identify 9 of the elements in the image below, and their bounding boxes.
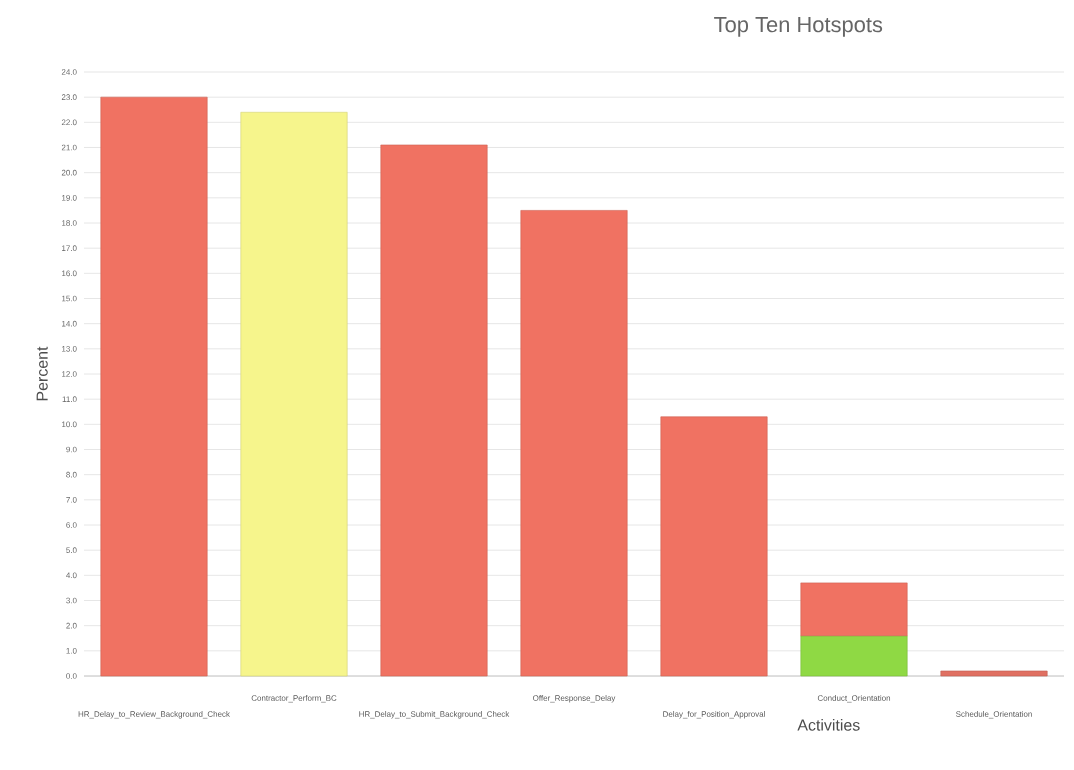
bar — [240, 111, 348, 677]
bar — [940, 670, 1048, 677]
bar — [380, 144, 488, 677]
bar — [800, 582, 908, 637]
chart-title: Top Ten Hotspots — [714, 17, 883, 37]
bar — [660, 416, 768, 677]
bar — [520, 210, 628, 677]
bar — [100, 96, 208, 677]
bar — [800, 635, 908, 677]
